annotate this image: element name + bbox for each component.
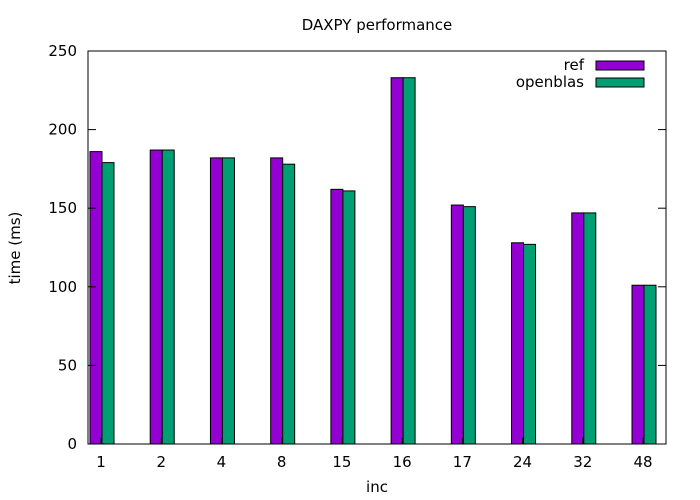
- bar-openblas-2: [161, 149, 175, 445]
- y-tick-label: 250: [48, 42, 77, 60]
- x-tick-label: 15: [332, 453, 351, 471]
- bar-ref-4: [209, 157, 223, 445]
- bar-openblas-1: [101, 162, 115, 445]
- bar-ref-2: [149, 149, 163, 445]
- x-axis-label: inc: [366, 478, 388, 496]
- x-tick-label: 2: [156, 453, 166, 471]
- x-tick-label: 1: [96, 453, 106, 471]
- bar-ref-15: [330, 188, 344, 445]
- bar-openblas-32: [583, 212, 597, 445]
- x-tick-label: 17: [453, 453, 472, 471]
- y-tick-label: 100: [48, 278, 77, 296]
- bar-openblas-17: [462, 206, 476, 445]
- x-tick-label: 32: [573, 453, 592, 471]
- bar-ref-1: [89, 151, 103, 445]
- y-tick-label: 200: [48, 121, 77, 139]
- y-tick-label: 0: [67, 435, 77, 453]
- plot-frame: [87, 50, 667, 445]
- x-tick-label: 8: [277, 453, 287, 471]
- chart-marks: [89, 77, 657, 445]
- bar-openblas-4: [221, 157, 235, 445]
- y-axis-label: time (ms): [6, 212, 24, 285]
- bar-ref-24: [511, 242, 525, 445]
- y-axis: 0 50 100 150 200 250: [48, 42, 666, 453]
- bar-openblas-48: [643, 284, 657, 445]
- bar-ref-17: [450, 204, 464, 445]
- bar-openblas-15: [342, 190, 356, 445]
- chart-title: DAXPY performance: [302, 16, 453, 34]
- bar-openblas-8: [282, 163, 296, 445]
- x-axis: 1 2 4 8 15 16 17 24 32 48: [96, 438, 653, 471]
- x-tick-label: 4: [217, 453, 227, 471]
- legend-swatch-ref: [595, 60, 645, 71]
- x-tick-label: 16: [393, 453, 412, 471]
- legend-label-ref: ref: [564, 56, 585, 74]
- y-tick-label: 50: [58, 356, 77, 374]
- y-tick-label: 150: [48, 199, 77, 217]
- bar-openblas-24: [523, 243, 537, 445]
- bar-openblas-16: [402, 77, 416, 445]
- bar-ref-16: [390, 77, 404, 445]
- x-tick-label: 24: [513, 453, 532, 471]
- bar-ref-48: [631, 284, 645, 445]
- x-tick-label: 48: [633, 453, 652, 471]
- bar-ref-32: [571, 212, 585, 445]
- legend-label-openblas: openblas: [516, 73, 584, 91]
- legend-swatch-openblas: [595, 77, 645, 88]
- bar-ref-8: [270, 157, 284, 445]
